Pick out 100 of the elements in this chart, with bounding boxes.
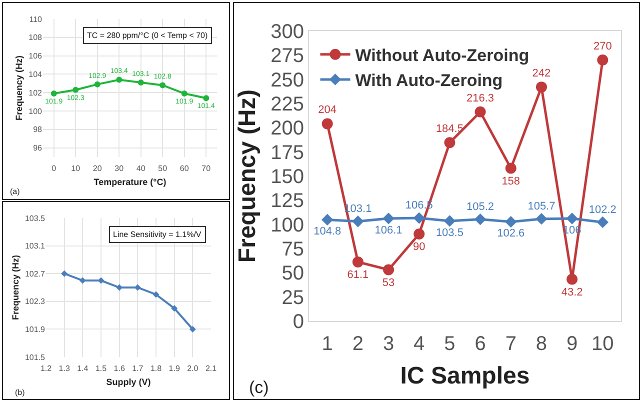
data-label: 43.2: [561, 286, 583, 298]
y-tick-label: 200: [270, 118, 304, 140]
x-tick-label: 60: [180, 164, 190, 173]
point: [160, 82, 166, 88]
x-tick-label: 70: [202, 164, 212, 173]
data-label: 90: [412, 241, 426, 254]
point: [152, 291, 160, 298]
y-tick-label: 110: [29, 14, 43, 24]
data-label: 105.2: [466, 200, 494, 213]
data-label: 204: [318, 104, 337, 116]
x-tick-label: 10: [592, 333, 614, 355]
point: [203, 95, 210, 102]
text: (a): [10, 187, 20, 196]
x-tick-label: 1.7: [132, 364, 144, 373]
y-tick-label: 75: [282, 238, 304, 260]
point: [61, 270, 68, 277]
point: [50, 90, 57, 97]
point: [79, 277, 86, 284]
point: [352, 215, 364, 228]
point: [444, 215, 456, 227]
x-tick-label: 4: [414, 333, 425, 355]
x-tick-label: 2.0: [187, 364, 199, 373]
x-tick-label: 1: [322, 333, 333, 355]
x-tick-label: 0: [52, 164, 57, 173]
y-tick-label: 250: [270, 69, 304, 92]
y-tick-label: 106: [28, 52, 43, 61]
y-tick-label: 102.7: [24, 269, 46, 278]
point: [138, 79, 144, 86]
data-label: 53: [382, 276, 395, 289]
y-tick-label: 300: [270, 21, 304, 43]
y-tick-label: 175: [270, 142, 304, 164]
point: [505, 162, 516, 174]
data-label: 216.3: [466, 92, 494, 104]
data-label: 102.2: [588, 204, 616, 216]
y-axis-title: Frequency (Hz): [10, 254, 20, 320]
data-label: 105.7: [528, 200, 556, 212]
y-tick-label: 103.1: [24, 242, 46, 251]
x-axis-title: IC Samples: [400, 362, 530, 390]
x-tick-label: 1.3: [58, 364, 70, 373]
point: [116, 76, 122, 83]
y-tick-label: 104: [28, 70, 43, 79]
point: [536, 212, 548, 225]
point: [189, 326, 196, 332]
point: [474, 106, 486, 118]
point: [474, 213, 486, 226]
y-tick-label: 225: [270, 94, 304, 116]
y-tick-label: 100: [28, 106, 43, 116]
point: [414, 228, 425, 240]
point: [322, 214, 334, 226]
x-axis-title: Temperature (°C): [94, 176, 166, 187]
x-tick-label: 50: [158, 164, 168, 173]
y-tick-label: 100: [270, 214, 304, 236]
point: [413, 212, 425, 224]
point: [94, 81, 100, 88]
y-tick-label: 102.3: [24, 297, 46, 306]
y-tick-label: 102: [28, 88, 43, 98]
x-tick-label: 9: [566, 333, 578, 355]
x-tick-label: 3: [382, 333, 394, 355]
x-tick-label: 8: [536, 333, 548, 355]
text: (b): [15, 388, 26, 397]
point: [596, 216, 608, 228]
point: [566, 212, 578, 224]
y-tick-label: 50: [282, 262, 304, 285]
y-tick-label: 108: [28, 33, 43, 42]
data-label: 158: [502, 175, 520, 188]
point: [352, 256, 364, 268]
x-tick-label: 2.1: [205, 364, 218, 373]
x-tick-label: 1.6: [114, 364, 126, 373]
y-axis-title: Frequency (Hz): [234, 89, 261, 263]
y-tick-label: 103.5: [24, 214, 46, 223]
x-tick-label: 1.5: [95, 364, 108, 373]
y-tick-label: 96: [33, 144, 43, 153]
x-tick-label: 1.9: [168, 364, 180, 373]
point: [72, 86, 79, 93]
y-tick-label: 98: [33, 125, 43, 134]
x-axis-title: Supply (V): [106, 376, 151, 387]
x-tick-label: 10: [71, 164, 81, 173]
data-label: 270: [593, 40, 612, 52]
y-tick-label: 25: [282, 286, 304, 309]
legend-label: With Auto-Zeroing: [355, 71, 503, 90]
text: (c): [249, 378, 269, 397]
x-tick-label: 1.4: [77, 364, 89, 373]
y-tick-label: 275: [270, 45, 304, 68]
y-tick-label: 125: [270, 190, 304, 212]
data-label: 106.1: [374, 224, 402, 236]
y-tick-label: 0: [292, 311, 304, 333]
point: [505, 216, 517, 228]
x-tick-label: 7: [505, 333, 516, 355]
point: [322, 118, 333, 130]
y-tick-label: 101.5: [24, 352, 46, 362]
x-tick-label: 30: [114, 164, 124, 173]
legend-label: Without Auto-Zeroing: [355, 46, 530, 65]
x-tick-label: 20: [92, 164, 102, 173]
data-label: 103.5: [436, 226, 464, 239]
x-tick-label: 6: [474, 333, 486, 355]
point: [383, 264, 394, 276]
data-label: 104.8: [314, 226, 342, 238]
data-label: 102.6: [497, 228, 525, 240]
x-tick-label: 40: [136, 164, 146, 173]
y-axis-title: Frequency (Hz): [14, 55, 24, 121]
